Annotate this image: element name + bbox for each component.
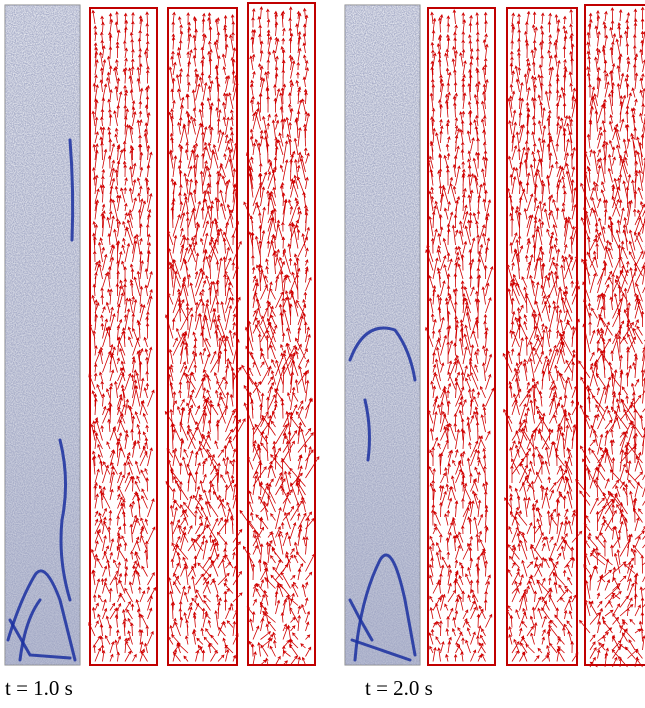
vector-panel: [584, 4, 645, 666]
bubble-streak: [350, 638, 412, 662]
vector-panel: [506, 7, 578, 666]
vector-panel: [89, 7, 158, 666]
velocity-vectors: [239, 6, 320, 666]
bubble-streak: [18, 598, 42, 662]
velocity-vectors: [575, 6, 645, 668]
caption: t = 2.0 s: [365, 676, 433, 700]
bubble-streak: [58, 438, 72, 602]
bubble-streak: [353, 553, 417, 662]
vector-panel: [427, 7, 496, 666]
velocity-vectors: [425, 9, 495, 662]
bubble-streak: [6, 569, 77, 662]
velocity-vectors: [502, 8, 583, 662]
vector-panel: [167, 7, 238, 666]
bubble-streak: [348, 326, 417, 382]
caption: t = 1.0 s: [5, 676, 73, 700]
flow-image-noise: [345, 5, 420, 665]
bubble-streak: [68, 138, 75, 242]
bubble-streak: [8, 618, 72, 660]
bubble-streak: [348, 598, 374, 642]
figure-panels: [4, 2, 645, 668]
flow-image-noise: [5, 5, 80, 665]
velocity-vectors: [164, 11, 246, 662]
velocity-vectors: [88, 9, 156, 662]
bubble-streak: [363, 398, 371, 462]
